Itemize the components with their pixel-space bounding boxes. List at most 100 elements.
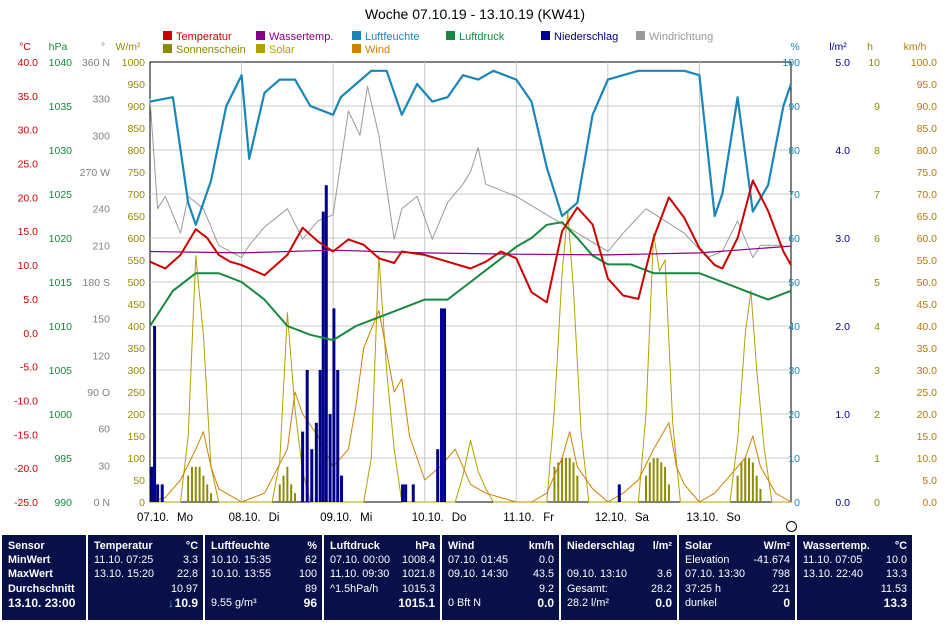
temperature-max-value: 22.8 [176, 568, 198, 581]
axis-tick-temp: -10.0 [14, 395, 38, 407]
sunshine-bar [744, 458, 747, 502]
axis-unit-solar: W/m² [115, 41, 141, 53]
axis-tick-sun_hours: 1 [874, 453, 880, 465]
solar-average: 221 [771, 582, 790, 595]
solar-max-time: 07.10. 13:30 [685, 568, 746, 581]
axis-tick-wind_dir: 180 S [83, 277, 110, 289]
axis-tick-wind_speed: 25.0 [917, 387, 938, 399]
legend-swatch [163, 44, 172, 53]
x-tick-date: 09.10. [320, 512, 352, 524]
legend-label: Temperatur [176, 31, 232, 43]
rain-max-value: 3.6 [656, 568, 672, 581]
solar-header: Solar [685, 540, 713, 552]
rain-bar [310, 449, 314, 502]
row-label-min: MinWert [8, 554, 51, 567]
axis-tick-pressure: 1030 [49, 145, 73, 157]
axis-tick-wind_speed: 30.0 [917, 365, 938, 377]
axis-tick-humidity: 10 [788, 453, 800, 465]
rain-bar [340, 475, 344, 502]
rain-total-label: Gesamt: [567, 582, 608, 595]
humidity-max-value: 100 [298, 568, 317, 581]
axis-tick-wind_speed: 40.0 [917, 321, 938, 333]
axis-tick-sun_hours: 5 [874, 277, 880, 289]
rain-bar [301, 431, 305, 502]
sunshine-bar [740, 462, 743, 502]
rain-sum: 28.2 l/m² [567, 596, 610, 609]
axis-tick-pressure: 1025 [49, 189, 73, 201]
pressure-unit: hPa [415, 540, 435, 552]
legend-swatch [541, 31, 550, 40]
axis-tick-pressure: 1015 [49, 277, 73, 289]
axis-tick-wind_speed: 0.0 [922, 497, 937, 509]
x-tick-date: 13.10. [686, 512, 718, 524]
axis-tick-rain: 1.0 [835, 409, 850, 421]
axis-tick-humidity: 90 [788, 101, 800, 113]
axis-tick-sun_hours: 4 [874, 321, 880, 333]
wind-panel: Wind km/h 07.10. 01:45 0.0 09.10. 14:30 43.… [442, 535, 559, 620]
rain-max-time: 09.10. 13:10 [567, 568, 628, 581]
rain-bar [156, 484, 160, 502]
axis-tick-humidity: 20 [788, 409, 800, 421]
axis-tick-humidity: 50 [788, 277, 800, 289]
sunshine-bar [751, 462, 754, 502]
legend-label: Solar [269, 44, 295, 56]
sensor-header: Sensor [8, 540, 45, 552]
wind-beaufort: 0 Bft N [448, 596, 482, 609]
legend-label: Luftfeuchte [365, 31, 419, 43]
sunshine-bar [187, 475, 190, 502]
axis-tick-wind_speed: 55.0 [917, 255, 938, 267]
legend-label: Wassertemp. [269, 31, 333, 43]
rain-bar [321, 211, 325, 502]
water-temp-max-time: 13.10. 22:40 [803, 568, 864, 581]
current-time: 13.10. 23:00 [8, 595, 76, 610]
legend-swatch [352, 44, 361, 53]
rain-bar [332, 308, 336, 502]
axis-tick-wind_dir: 270 W [80, 167, 110, 179]
axis-tick-wind_speed: 50.0 [917, 277, 938, 289]
axis-tick-solar: 700 [127, 189, 145, 201]
axis-tick-sun_hours: 7 [874, 189, 880, 201]
axis-tick-humidity: 70 [788, 189, 800, 201]
sunshine-bar [278, 484, 281, 502]
axis-tick-sun_hours: 0 [874, 497, 880, 509]
legend-swatch [256, 44, 265, 53]
rain-bar [443, 308, 447, 502]
axis-tick-solar: 900 [127, 101, 145, 113]
water-temp-max-value: 13.3 [885, 568, 907, 581]
wind-min-time: 07.10. 01:45 [448, 554, 509, 567]
wind-min-value: 0.0 [538, 554, 554, 567]
water-temp-current: 13.3 [883, 595, 907, 610]
axis-tick-wind_dir: 0 N [94, 497, 110, 509]
axis-tick-wind_dir: 120 [92, 350, 110, 362]
legend-label: Sonnenschein [176, 44, 246, 56]
sunshine-bar [759, 488, 762, 502]
rain-bar [404, 484, 408, 502]
rain-bar [305, 370, 309, 502]
sunshine-bar [572, 462, 575, 502]
cursor-handle[interactable] [786, 521, 797, 532]
axis-tick-humidity: 100 [782, 57, 800, 69]
sunshine-bar [198, 466, 201, 502]
rain-bar [153, 326, 157, 502]
axis-tick-temp: 0.0 [23, 328, 38, 340]
x-tick-date: 07.10. [137, 512, 169, 524]
axis-tick-pressure: 1005 [49, 365, 73, 377]
sunshine-bar [553, 466, 556, 502]
rain-panel: Niederschlag l/m² 09.10. 13:10 3.6 Gesamt:… [561, 535, 677, 620]
axis-tick-solar: 600 [127, 233, 145, 245]
sunshine-bar [293, 493, 296, 502]
temperature-trend-icon: ↓ [168, 595, 174, 610]
rain-bar-group [150, 185, 621, 502]
stats-table: Sensor MinWert MaxWert Durchschnitt 13.1… [0, 532, 942, 622]
rain-bar [160, 484, 164, 502]
humidity-absolute: 9.55 g/m³ [211, 596, 257, 609]
axis-tick-solar: 650 [127, 211, 145, 223]
axis-tick-rain: 5.0 [835, 57, 850, 69]
wind-current: 0.0 [537, 595, 554, 610]
axis-unit-pressure: hPa [49, 41, 68, 53]
sunshine-bar [667, 484, 670, 502]
axis-tick-sun_hours: 10 [868, 57, 880, 69]
axis-tick-wind_speed: 15.0 [917, 431, 938, 443]
axis-tick-wind_speed: 10.0 [917, 453, 938, 465]
water-temp-panel: Wassertemp. °C 11.10. 07:05 10.0 13.10. 22… [797, 535, 912, 620]
